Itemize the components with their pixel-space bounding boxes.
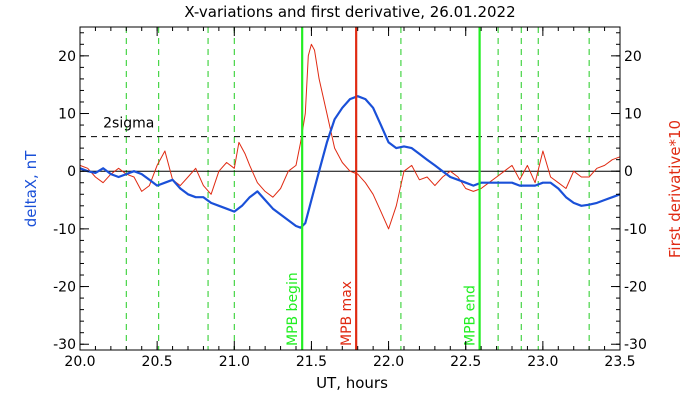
x-tick-label: 20.5 — [142, 354, 173, 370]
x-tick-label: 23.0 — [527, 354, 558, 370]
sigma-label: 2sigma — [103, 116, 154, 132]
event-label: MPB max — [339, 281, 355, 346]
y-tick-label-left: -30 — [53, 337, 76, 353]
x-tick-label: 20.0 — [64, 354, 95, 370]
plot-frame — [79, 26, 621, 351]
y-tick-label-left: 20 — [58, 49, 76, 65]
x-tick-label: 21.5 — [296, 354, 327, 370]
event-label: MPB begin — [285, 272, 301, 346]
x-tick-label: 22.5 — [450, 354, 481, 370]
y-tick-label-right: -20 — [624, 280, 647, 296]
y-tick-label-left: 0 — [67, 164, 76, 180]
y-axis-label-right: First derivative*10 — [666, 120, 684, 258]
y-tick-label-right: -10 — [624, 222, 647, 238]
y-tick-label-left: 10 — [58, 107, 76, 123]
x-tick-label: 22.0 — [373, 354, 404, 370]
x-axis-label: UT, hours — [316, 374, 388, 392]
y-axis-label-left: deltaX, nT — [22, 150, 40, 227]
x-tick-label: 23.5 — [604, 354, 635, 370]
event-label: MPB end — [463, 285, 479, 346]
x-tick-label: 21.0 — [219, 354, 250, 370]
y-tick-label-left: -10 — [53, 222, 76, 238]
chart-title: X-variations and first derivative, 26.01… — [184, 3, 515, 21]
plot-area: 2sigma MPB begin MPB max MPB end 20.0 20.5 21.… — [53, 26, 647, 370]
series-line-deltax — [79, 95, 621, 229]
y-tick-label-right: 10 — [624, 107, 642, 123]
y-tick-label-left: -20 — [53, 280, 76, 296]
y-tick-label-right: -30 — [624, 337, 647, 353]
y-tick-label-right: 0 — [624, 164, 633, 180]
y-tick-label-right: 20 — [624, 49, 642, 65]
